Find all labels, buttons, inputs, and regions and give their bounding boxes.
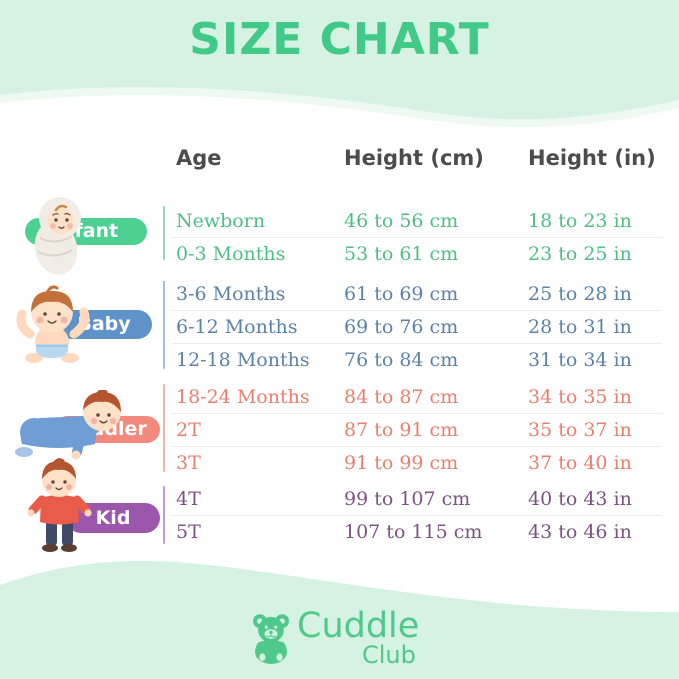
toddler-group-separator [163,384,165,472]
standing-kid-illustration-icon [27,458,92,552]
row-divider [172,343,662,344]
row-divider [172,237,662,238]
table-row: 3T 91 to 99 cm 37 to 40 in [0,447,679,479]
teddy-bear-icon [253,614,289,664]
age-cell: Newborn [176,210,266,232]
height-in-cell: 40 to 43 in [528,488,632,510]
kid-group-separator [163,486,165,544]
table-row: 6-12 Months 69 to 76 cm 28 to 31 in [0,311,679,343]
height-cm-cell: 61 to 69 cm [344,283,459,305]
height-in-cell: 43 to 46 in [528,521,632,543]
age-cell: 2T [176,419,201,441]
table-row: 18-24 Months 84 to 87 cm 34 to 35 in [0,381,679,413]
height-cm-cell: 46 to 56 cm [344,210,459,232]
age-cell: 5T [176,521,201,543]
row-divider [172,310,662,311]
height-cm-cell: 107 to 115 cm [344,521,483,543]
table-row: 0-3 Months 53 to 61 cm 23 to 25 in [0,238,679,270]
brand-name-club: Club [362,641,416,669]
sitting-baby-illustration-icon [16,285,90,363]
row-divider [172,446,662,447]
age-cell: 18-24 Months [176,386,310,408]
height-in-cell: 28 to 31 in [528,316,632,338]
bottom-wave-decoration [0,560,679,679]
age-cell: 6-12 Months [176,316,298,338]
column-header-height-in: Height (in) [528,146,656,170]
height-cm-cell: 87 to 91 cm [344,419,459,441]
height-in-cell: 31 to 34 in [528,349,632,371]
height-in-cell: 18 to 23 in [528,210,632,232]
height-cm-cell: 84 to 87 cm [344,386,459,408]
table-row: 12-18 Months 76 to 84 cm 31 to 34 in [0,344,679,376]
age-cell: 3T [176,452,201,474]
crawling-toddler-illustration-icon [15,390,121,460]
column-header-height-cm: Height (cm) [344,146,484,170]
column-header-age: Age [176,146,222,170]
height-cm-cell: 91 to 99 cm [344,452,459,474]
table-row: 4T 99 to 107 cm 40 to 43 in [0,483,679,515]
table-row: 5T 107 to 115 cm 43 to 46 in [0,516,679,548]
row-divider [172,515,662,516]
age-cell: 12-18 Months [176,349,310,371]
height-in-cell: 23 to 25 in [528,243,632,265]
infant-group-separator [163,206,165,260]
row-divider [172,413,662,414]
height-in-cell: 34 to 35 in [528,386,632,408]
page-title: SIZE CHART [189,14,490,65]
age-cell: 3-6 Months [176,283,286,305]
baby-group-badge: Baby [56,310,152,339]
height-cm-cell: 69 to 76 cm [344,316,459,338]
table-row: 2T 87 to 91 cm 35 to 37 in [0,414,679,446]
age-cell: 0-3 Months [176,243,286,265]
age-cell: 4T [176,488,201,510]
brand-name-cuddle: Cuddle [297,606,420,646]
height-in-cell: 37 to 40 in [528,452,632,474]
baby-group-separator [163,281,165,369]
height-in-cell: 25 to 28 in [528,283,632,305]
height-cm-cell: 53 to 61 cm [344,243,459,265]
swaddled-infant-illustration-icon [34,197,81,275]
table-row: 3-6 Months 61 to 69 cm 25 to 28 in [0,278,679,310]
height-cm-cell: 99 to 107 cm [344,488,471,510]
height-cm-cell: 76 to 84 cm [344,349,459,371]
table-row: Newborn 46 to 56 cm 18 to 23 in [0,205,679,237]
top-wave-decoration [0,0,679,128]
height-in-cell: 35 to 37 in [528,419,632,441]
